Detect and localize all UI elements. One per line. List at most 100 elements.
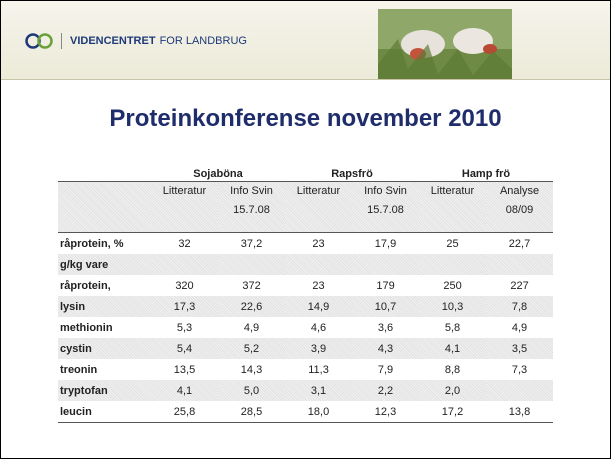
cell: 13,8: [486, 401, 553, 423]
cell: 13,5: [151, 359, 218, 380]
empty-cell: [218, 254, 285, 275]
cell: 5,2: [218, 338, 285, 359]
logo-brand: VIDENCENTRET: [70, 35, 156, 47]
empty-cell: [285, 254, 352, 275]
cell: 2,0: [419, 380, 486, 401]
cell: 14,9: [285, 296, 352, 317]
cell: 3,9: [285, 338, 352, 359]
subheader-line: Litteratur: [151, 182, 218, 201]
cell: 4,6: [285, 317, 352, 338]
group-header: Hamp frö: [419, 167, 553, 182]
cell: 3,1: [285, 380, 352, 401]
header: VIDENCENTRET FOR LANDBRUG: [1, 1, 610, 80]
subheader-line: 08/09: [486, 201, 553, 220]
cell: 7,3: [486, 359, 553, 380]
cell: 11,3: [285, 359, 352, 380]
cell: 8,8: [419, 359, 486, 380]
cell: 4,9: [218, 317, 285, 338]
cell: 17,2: [419, 401, 486, 423]
logo-icon: [25, 33, 53, 49]
subheader-line: Analyse: [486, 182, 553, 201]
row-label: tryptofan: [58, 380, 151, 401]
cell: 12,3: [352, 401, 419, 423]
cell: 227: [486, 275, 553, 296]
cell: 10,3: [419, 296, 486, 317]
empty-cell: [352, 254, 419, 275]
cell: 4,1: [151, 380, 218, 401]
subheader-line: Info Svin: [218, 182, 285, 201]
cell: 250: [419, 275, 486, 296]
cell: 25: [419, 233, 486, 255]
cell: 32: [151, 233, 218, 255]
cell: 3,5: [486, 338, 553, 359]
row-label: leucin: [58, 401, 151, 423]
empty-cell: [486, 380, 553, 401]
subheader: Litteratur: [419, 182, 486, 233]
cell: 17,9: [352, 233, 419, 255]
corner-cell: [58, 182, 151, 233]
cell: 5,8: [419, 317, 486, 338]
row-label: g/kg vare: [58, 254, 151, 275]
subheader-line: Litteratur: [285, 182, 352, 201]
cell: 23: [285, 275, 352, 296]
header-photo: [378, 9, 512, 79]
cell: 5,3: [151, 317, 218, 338]
cell: 320: [151, 275, 218, 296]
data-row: g/kg vare: [58, 254, 553, 275]
slide-title: Proteinkonferense november 2010: [1, 105, 610, 133]
empty-cell: [419, 254, 486, 275]
row-label: cystin: [58, 338, 151, 359]
cell: 5,0: [218, 380, 285, 401]
empty-cell: [486, 254, 553, 275]
subheader-line: 15.7.08: [352, 201, 419, 220]
cell: 18,0: [285, 401, 352, 423]
cell: 7,9: [352, 359, 419, 380]
subheader: Litteratur: [151, 182, 218, 233]
subheader-line: Litteratur: [419, 182, 486, 201]
cell: 2,2: [352, 380, 419, 401]
slide: VIDENCENTRET FOR LANDBRUG Proteinkonfere…: [0, 0, 611, 459]
subheader-line: Info Svin: [352, 182, 419, 201]
cell: 23: [285, 233, 352, 255]
group-header: Rapsfrö: [285, 167, 419, 182]
cell: 5,4: [151, 338, 218, 359]
cell: 179: [352, 275, 419, 296]
cell: 4,1: [419, 338, 486, 359]
subheader: Litteratur: [285, 182, 352, 233]
row-label: methionin: [58, 317, 151, 338]
cell: 28,5: [218, 401, 285, 423]
row-label: treonin: [58, 359, 151, 380]
logo-rest: FOR LANDBRUG: [160, 35, 247, 47]
group-header: Sojaböna: [151, 167, 285, 182]
cell: 3,6: [352, 317, 419, 338]
cell: 22,6: [218, 296, 285, 317]
cell: 4,9: [486, 317, 553, 338]
row-label: råprotein,: [58, 275, 151, 296]
subheader-line: 15.7.08: [218, 201, 285, 220]
cell: 372: [218, 275, 285, 296]
cell: 14,3: [218, 359, 285, 380]
logo: VIDENCENTRET FOR LANDBRUG: [25, 33, 247, 49]
cell: 10,7: [352, 296, 419, 317]
cell: 7,8: [486, 296, 553, 317]
corner-cell: [58, 167, 151, 182]
cell: 37,2: [218, 233, 285, 255]
empty-cell: [151, 254, 218, 275]
cell: 4,3: [352, 338, 419, 359]
cell: 17,3: [151, 296, 218, 317]
cell: 22,7: [486, 233, 553, 255]
